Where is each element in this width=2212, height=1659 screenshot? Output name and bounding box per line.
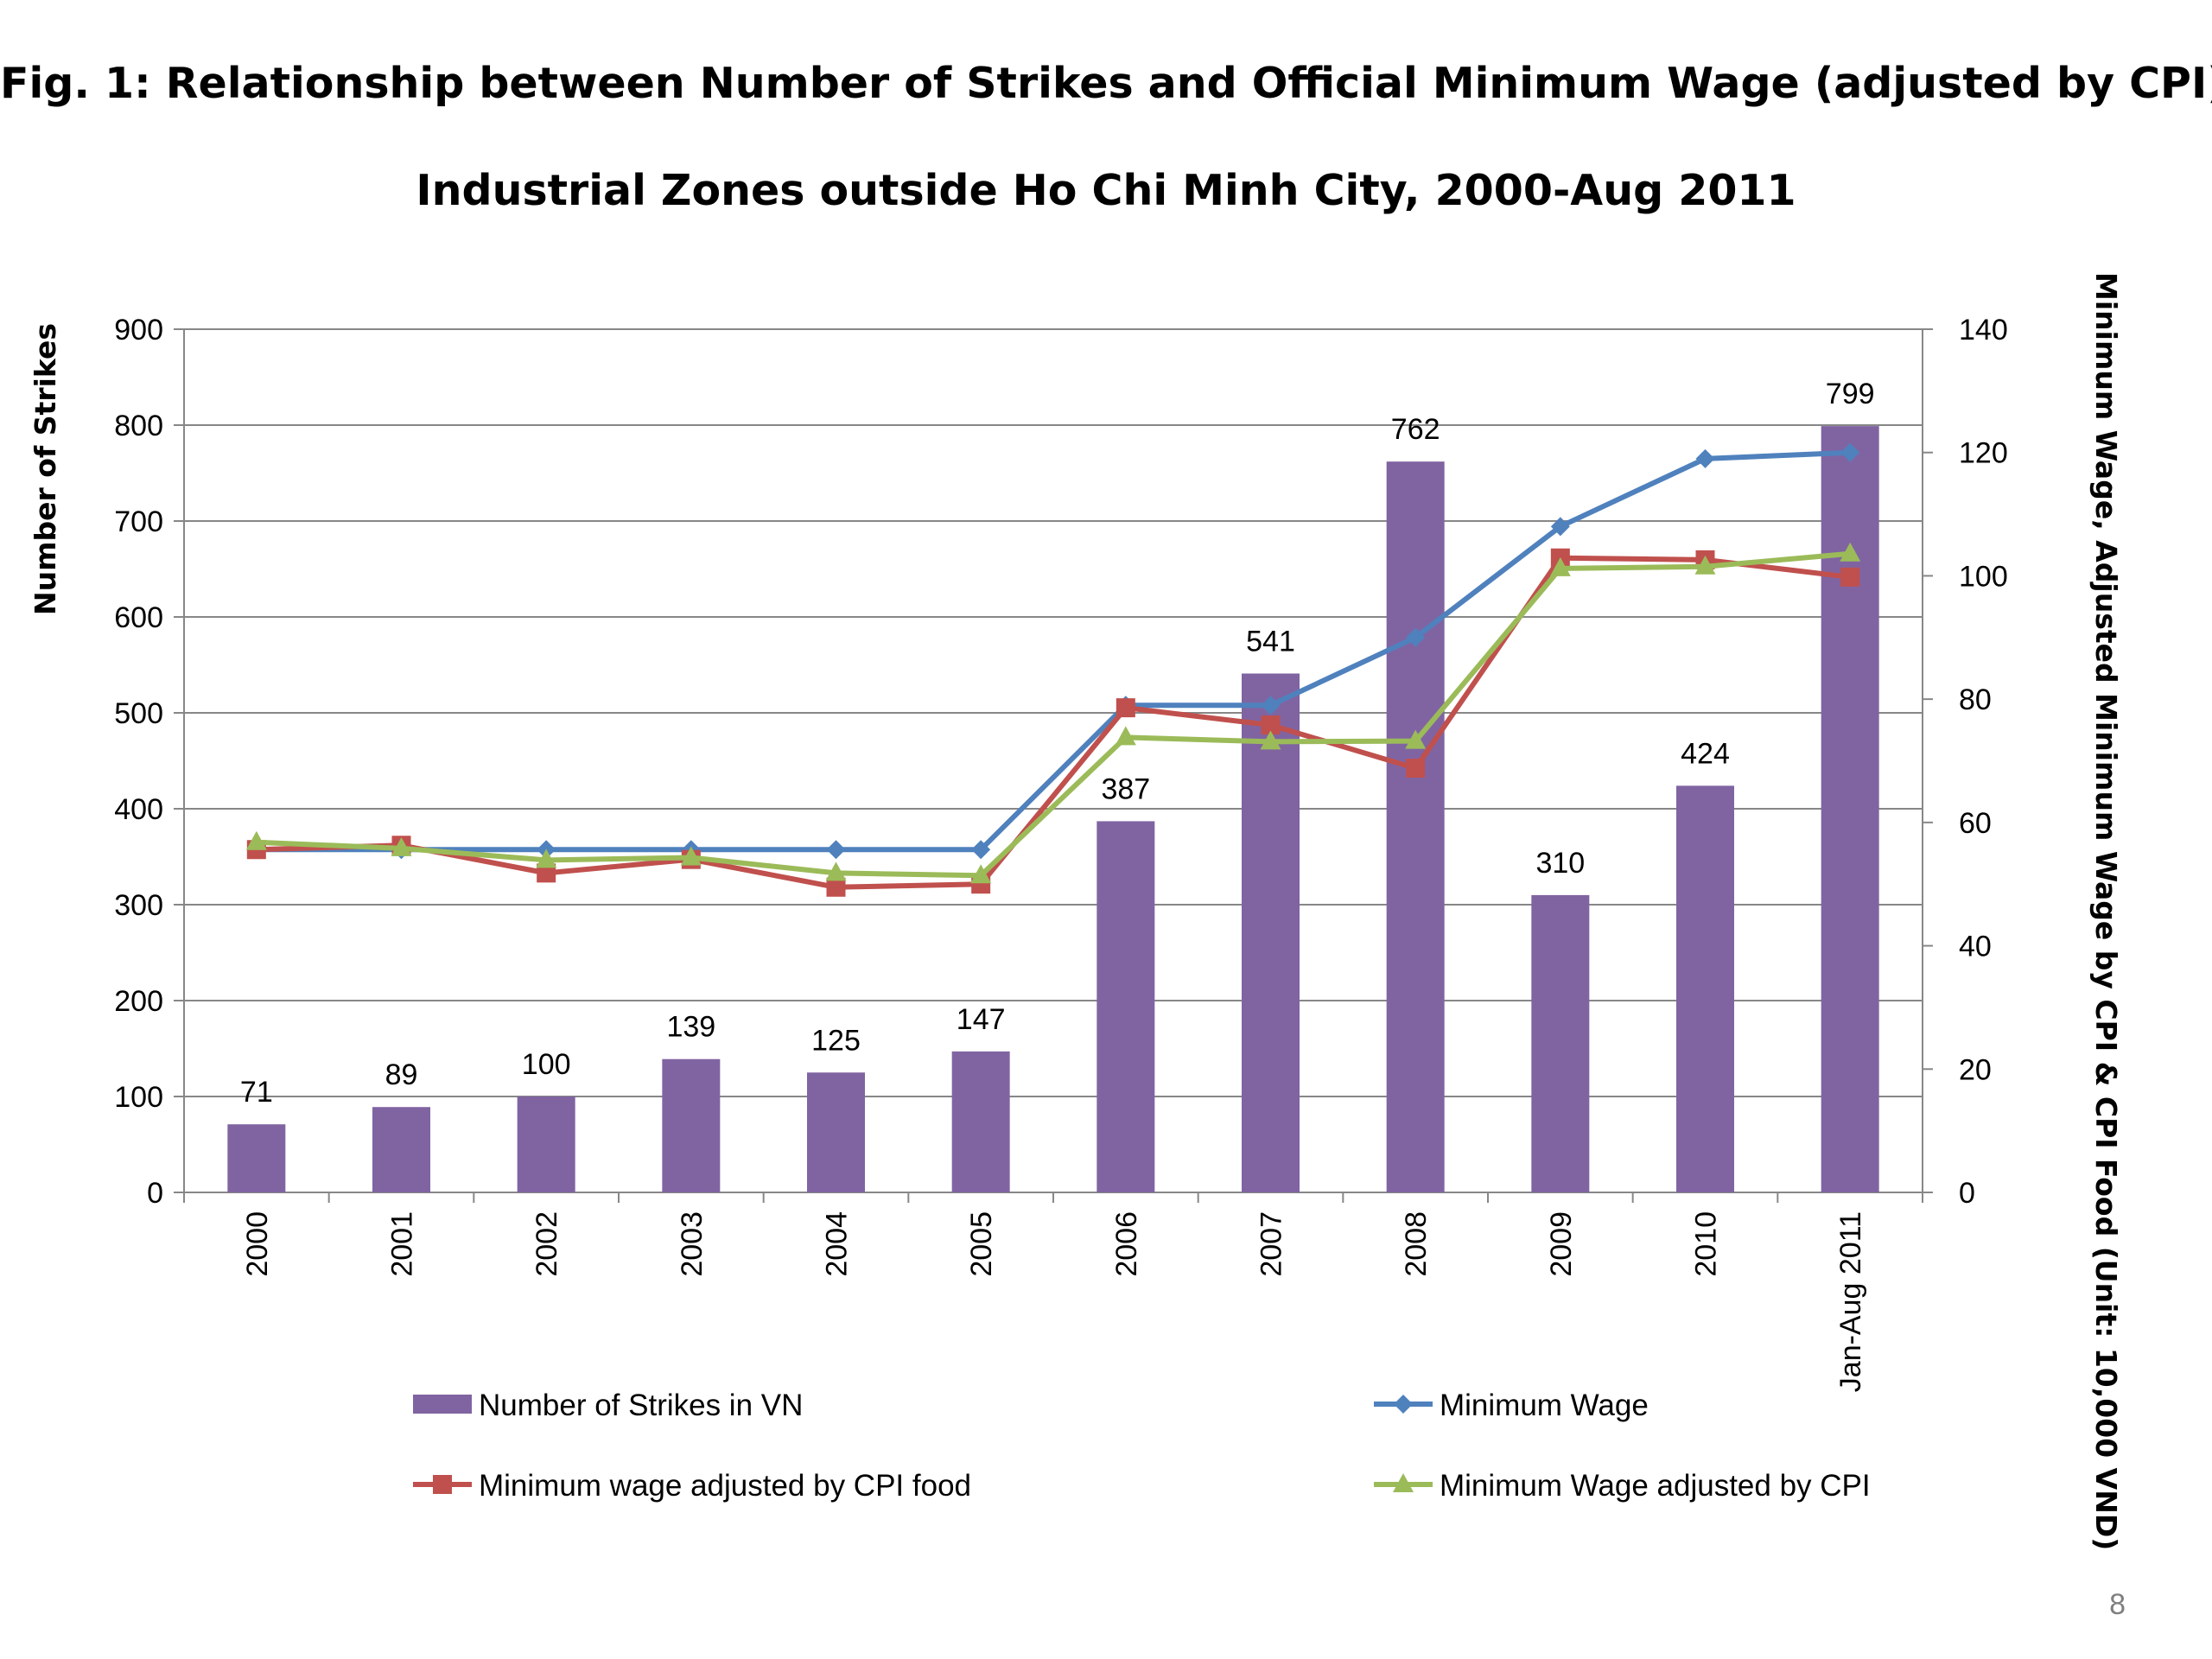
triangle-marker	[1260, 730, 1281, 750]
bar-data-label: 387	[1101, 772, 1150, 805]
triangle-marker	[970, 864, 992, 884]
bar	[1531, 894, 1590, 1192]
y-axis-right-tick-label: 80	[1959, 683, 1992, 716]
legend-square-marker	[433, 1475, 452, 1494]
y-axis-right-tick-label: 60	[1959, 807, 1992, 840]
square-marker	[826, 877, 846, 897]
triangle-marker	[825, 861, 847, 881]
bar-data-label: 147	[957, 1003, 1006, 1036]
y-axis-left-tick-label: 600	[114, 601, 163, 634]
triangle-marker	[536, 849, 557, 868]
square-marker	[1261, 715, 1281, 735]
y-axis-right-tick-label: 100	[1959, 560, 2008, 593]
triangle-marker	[1115, 726, 1136, 746]
bar-data-label: 762	[1391, 413, 1440, 446]
page-number: 8	[2109, 1588, 2126, 1621]
x-axis-category-label: 2005	[965, 1211, 998, 1277]
triangle-marker	[680, 846, 702, 866]
bar	[1096, 821, 1155, 1192]
legend-label: Minimum Wage adjusted by CPI	[1440, 1469, 1871, 1503]
series-line-square	[256, 555, 1851, 890]
bar-data-label: 310	[1535, 847, 1585, 880]
x-axis-category-label: 2002	[531, 1211, 563, 1277]
chart-title-line-1: Fig. 1: Relationship between Number of S…	[0, 59, 2212, 108]
legend-label: Minimum Wage	[1440, 1389, 1649, 1422]
triangle-marker	[1694, 555, 1716, 575]
bar-data-label: 541	[1246, 625, 1295, 658]
bar-data-label: 139	[666, 1011, 715, 1044]
series-line-diamond	[256, 449, 1851, 853]
legend-label: Number of Strikes in VN	[479, 1389, 803, 1422]
series-line-triangle	[256, 550, 1851, 879]
triangle-marker	[391, 836, 412, 856]
y-axis-left-tick-label: 0	[147, 1177, 163, 1210]
y-axis-left-tick-label: 700	[114, 505, 163, 538]
square-marker	[1116, 698, 1135, 718]
x-axis-category-label: 2000	[241, 1211, 274, 1277]
y-axis-right-tick-label: 120	[1959, 437, 2008, 470]
x-axis-category-label: 2004	[821, 1211, 854, 1277]
bar-data-label: 799	[1826, 378, 1875, 410]
square-marker	[1840, 567, 1860, 587]
diamond-marker	[1406, 627, 1426, 647]
triangle-marker	[1405, 729, 1427, 749]
diamond-marker	[1695, 448, 1715, 468]
y-axis-left-tick-label: 900	[114, 314, 163, 346]
legend-label: Minimum wage adjusted by CPI food	[479, 1469, 971, 1503]
x-axis-category-label: 2008	[1400, 1211, 1433, 1277]
triangle-marker	[245, 830, 267, 850]
x-axis-category-label: 2003	[676, 1211, 709, 1277]
bar	[517, 1096, 575, 1192]
bar-data-label: 71	[240, 1076, 273, 1109]
y-axis-left-tick-label: 400	[114, 793, 163, 826]
triangle-marker	[1549, 556, 1571, 576]
bar-data-label: 89	[385, 1058, 418, 1091]
diamond-marker	[826, 840, 846, 860]
triangle-marker	[1840, 542, 1861, 562]
diamond-marker	[1261, 696, 1281, 715]
y-axis-right-tick-label: 20	[1959, 1053, 1992, 1086]
bar-data-label: 125	[811, 1024, 861, 1057]
chart-title-line-2: Industrial Zones outside Ho Chi Minh Cit…	[416, 166, 1796, 215]
y-axis-left-tick-label: 500	[114, 697, 163, 730]
bar-data-label: 424	[1681, 737, 1730, 770]
bar	[1821, 426, 1879, 1192]
x-axis-category-label: 2007	[1255, 1211, 1288, 1277]
diamond-marker	[971, 840, 991, 860]
bar	[227, 1124, 286, 1192]
y-axis-left-tick-label: 100	[114, 1081, 163, 1114]
legend-triangle-marker	[1393, 1473, 1414, 1492]
bar	[807, 1072, 865, 1192]
y-axis-left-tick-label: 800	[114, 410, 163, 442]
legend-diamond-marker	[1394, 1395, 1413, 1414]
square-marker	[1406, 759, 1426, 779]
y-axis-right-tick-label: 0	[1959, 1177, 1975, 1210]
bar	[662, 1058, 721, 1192]
x-axis-category-label: 2010	[1690, 1211, 1723, 1277]
x-axis-category-label: 2001	[386, 1211, 419, 1277]
legend-swatch-bar	[413, 1395, 472, 1414]
y-axis-right-tick-label: 40	[1959, 931, 1992, 963]
x-axis-category-label: Jan-Aug 2011	[1834, 1211, 1867, 1392]
x-axis-category-label: 2006	[1110, 1211, 1143, 1277]
y-axis-right-tick-label: 140	[1959, 314, 2008, 346]
bar	[951, 1051, 1010, 1192]
y-axis-left-tick-label: 200	[114, 985, 163, 1018]
bar-data-label: 100	[522, 1048, 571, 1081]
x-axis-category-label: 2009	[1545, 1211, 1578, 1277]
y-axis-left-tick-label: 300	[114, 889, 163, 922]
bar	[1386, 461, 1445, 1192]
bar	[372, 1107, 430, 1192]
bar	[1242, 673, 1300, 1192]
bar	[1676, 785, 1734, 1192]
diamond-marker	[1550, 517, 1570, 537]
diamond-marker	[1840, 442, 1860, 462]
square-marker	[537, 863, 556, 883]
